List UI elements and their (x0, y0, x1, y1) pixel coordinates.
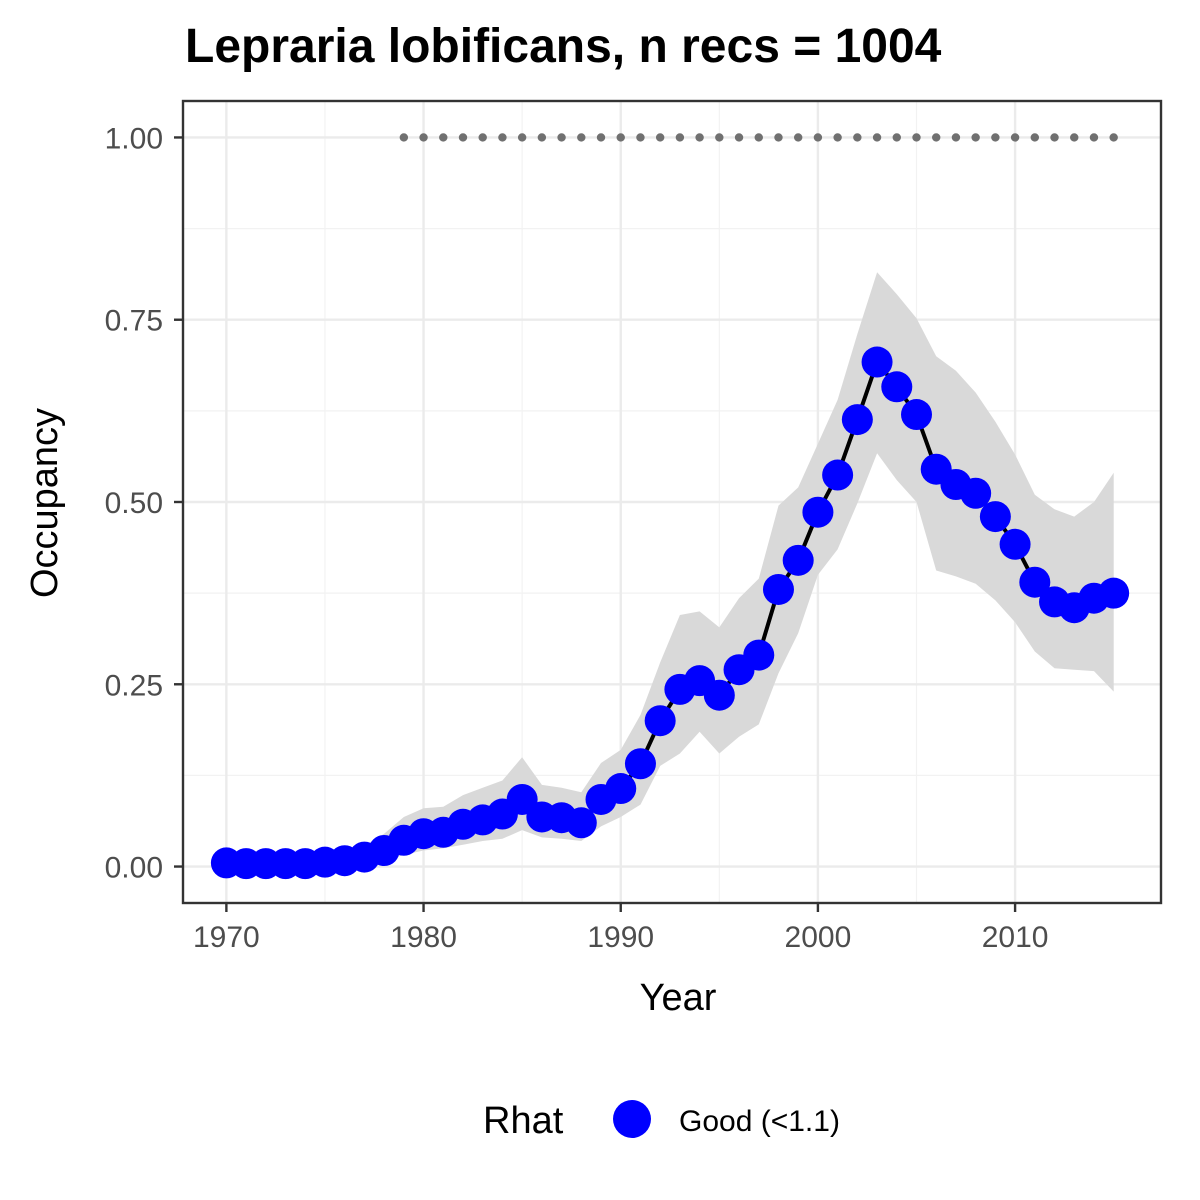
occupancy-point (743, 639, 775, 671)
x-axis: 1970 1980 1990 2000 2010 (193, 903, 1048, 954)
occupancy-point (881, 371, 913, 403)
record-year-marker (892, 133, 901, 142)
x-axis-title: Year (640, 977, 717, 1019)
occupancy-point (861, 346, 893, 378)
record-year-marker (419, 133, 428, 142)
occupancy-point (644, 705, 676, 737)
record-year-marker (853, 133, 862, 142)
plot-panel (181, 99, 1163, 905)
x-tick-label: 2010 (982, 921, 1049, 954)
legend: Rhat Good (<1.1) (483, 1100, 840, 1142)
record-year-marker (912, 133, 921, 142)
occupancy-point (605, 773, 637, 805)
occupancy-point (802, 496, 834, 528)
x-tick-label: 1990 (587, 921, 654, 954)
record-year-marker (675, 133, 685, 142)
record-year-marker (754, 133, 763, 142)
y-tick-label: 0.00 (105, 852, 163, 885)
record-year-marker (1089, 133, 1099, 142)
legend-label-good: Good (<1.1) (679, 1105, 840, 1138)
legend-key-good (613, 1100, 651, 1138)
record-year-marker (517, 133, 527, 142)
occupancy-point (762, 573, 794, 605)
occupancy-point (960, 477, 992, 509)
record-year-marker (734, 133, 744, 142)
record-year-marker (399, 133, 409, 142)
record-year-marker (793, 133, 803, 142)
y-axis-title: Occupancy (24, 408, 66, 598)
occupancy-point (624, 748, 656, 780)
occupancy-point (822, 459, 854, 491)
y-tick-label: 0.75 (105, 305, 163, 338)
record-year-marker (1030, 133, 1040, 142)
record-year-marker (872, 133, 882, 142)
occupancy-point (565, 807, 597, 839)
x-tick-label: 1980 (390, 921, 457, 954)
y-tick-label: 1.00 (105, 122, 163, 155)
record-year-marker (715, 133, 724, 142)
x-tick-label: 1970 (193, 921, 260, 954)
record-year-marker (774, 133, 783, 142)
x-tick-label: 2000 (785, 921, 852, 954)
record-year-marker (596, 133, 606, 142)
record-year-marker (478, 133, 487, 142)
y-tick-label: 0.25 (105, 669, 163, 702)
record-year-marker (1070, 133, 1079, 142)
record-year-marker (458, 133, 468, 142)
record-year-marker (1010, 133, 1020, 142)
occupancy-point (1098, 577, 1130, 609)
confidence-ribbon (226, 272, 1114, 867)
record-year-marker (655, 133, 665, 142)
occupancy-point (1019, 566, 1051, 598)
record-year-marker (1050, 133, 1059, 142)
record-year-marker (439, 133, 448, 142)
record-year-marker (557, 133, 566, 142)
record-year-marker (577, 133, 586, 142)
record-year-marker (636, 133, 645, 142)
occupancy-point (841, 404, 873, 436)
record-year-marker (991, 133, 1000, 142)
record-year-marker (932, 133, 941, 142)
occupancy-point (979, 501, 1011, 533)
record-year-marker (813, 133, 823, 142)
record-year-marker (833, 133, 842, 142)
record-year-marker (971, 133, 980, 142)
occupancy-point (703, 679, 735, 711)
record-year-marker (695, 133, 704, 142)
record-year-marker (951, 133, 961, 142)
occupancy-point (782, 544, 814, 576)
record-year-marker (537, 133, 547, 142)
record-year-marker (498, 133, 507, 142)
record-year-marker (1109, 133, 1118, 142)
y-tick-label: 0.50 (105, 487, 163, 520)
record-year-marker (616, 133, 625, 142)
occupancy-point (999, 528, 1031, 560)
legend-title: Rhat (483, 1100, 564, 1142)
y-axis: 0.00 0.25 0.50 0.75 1.00 (105, 122, 183, 885)
chart-title: Lepraria lobificans, n recs = 1004 (185, 20, 942, 73)
occupancy-point (901, 399, 932, 431)
